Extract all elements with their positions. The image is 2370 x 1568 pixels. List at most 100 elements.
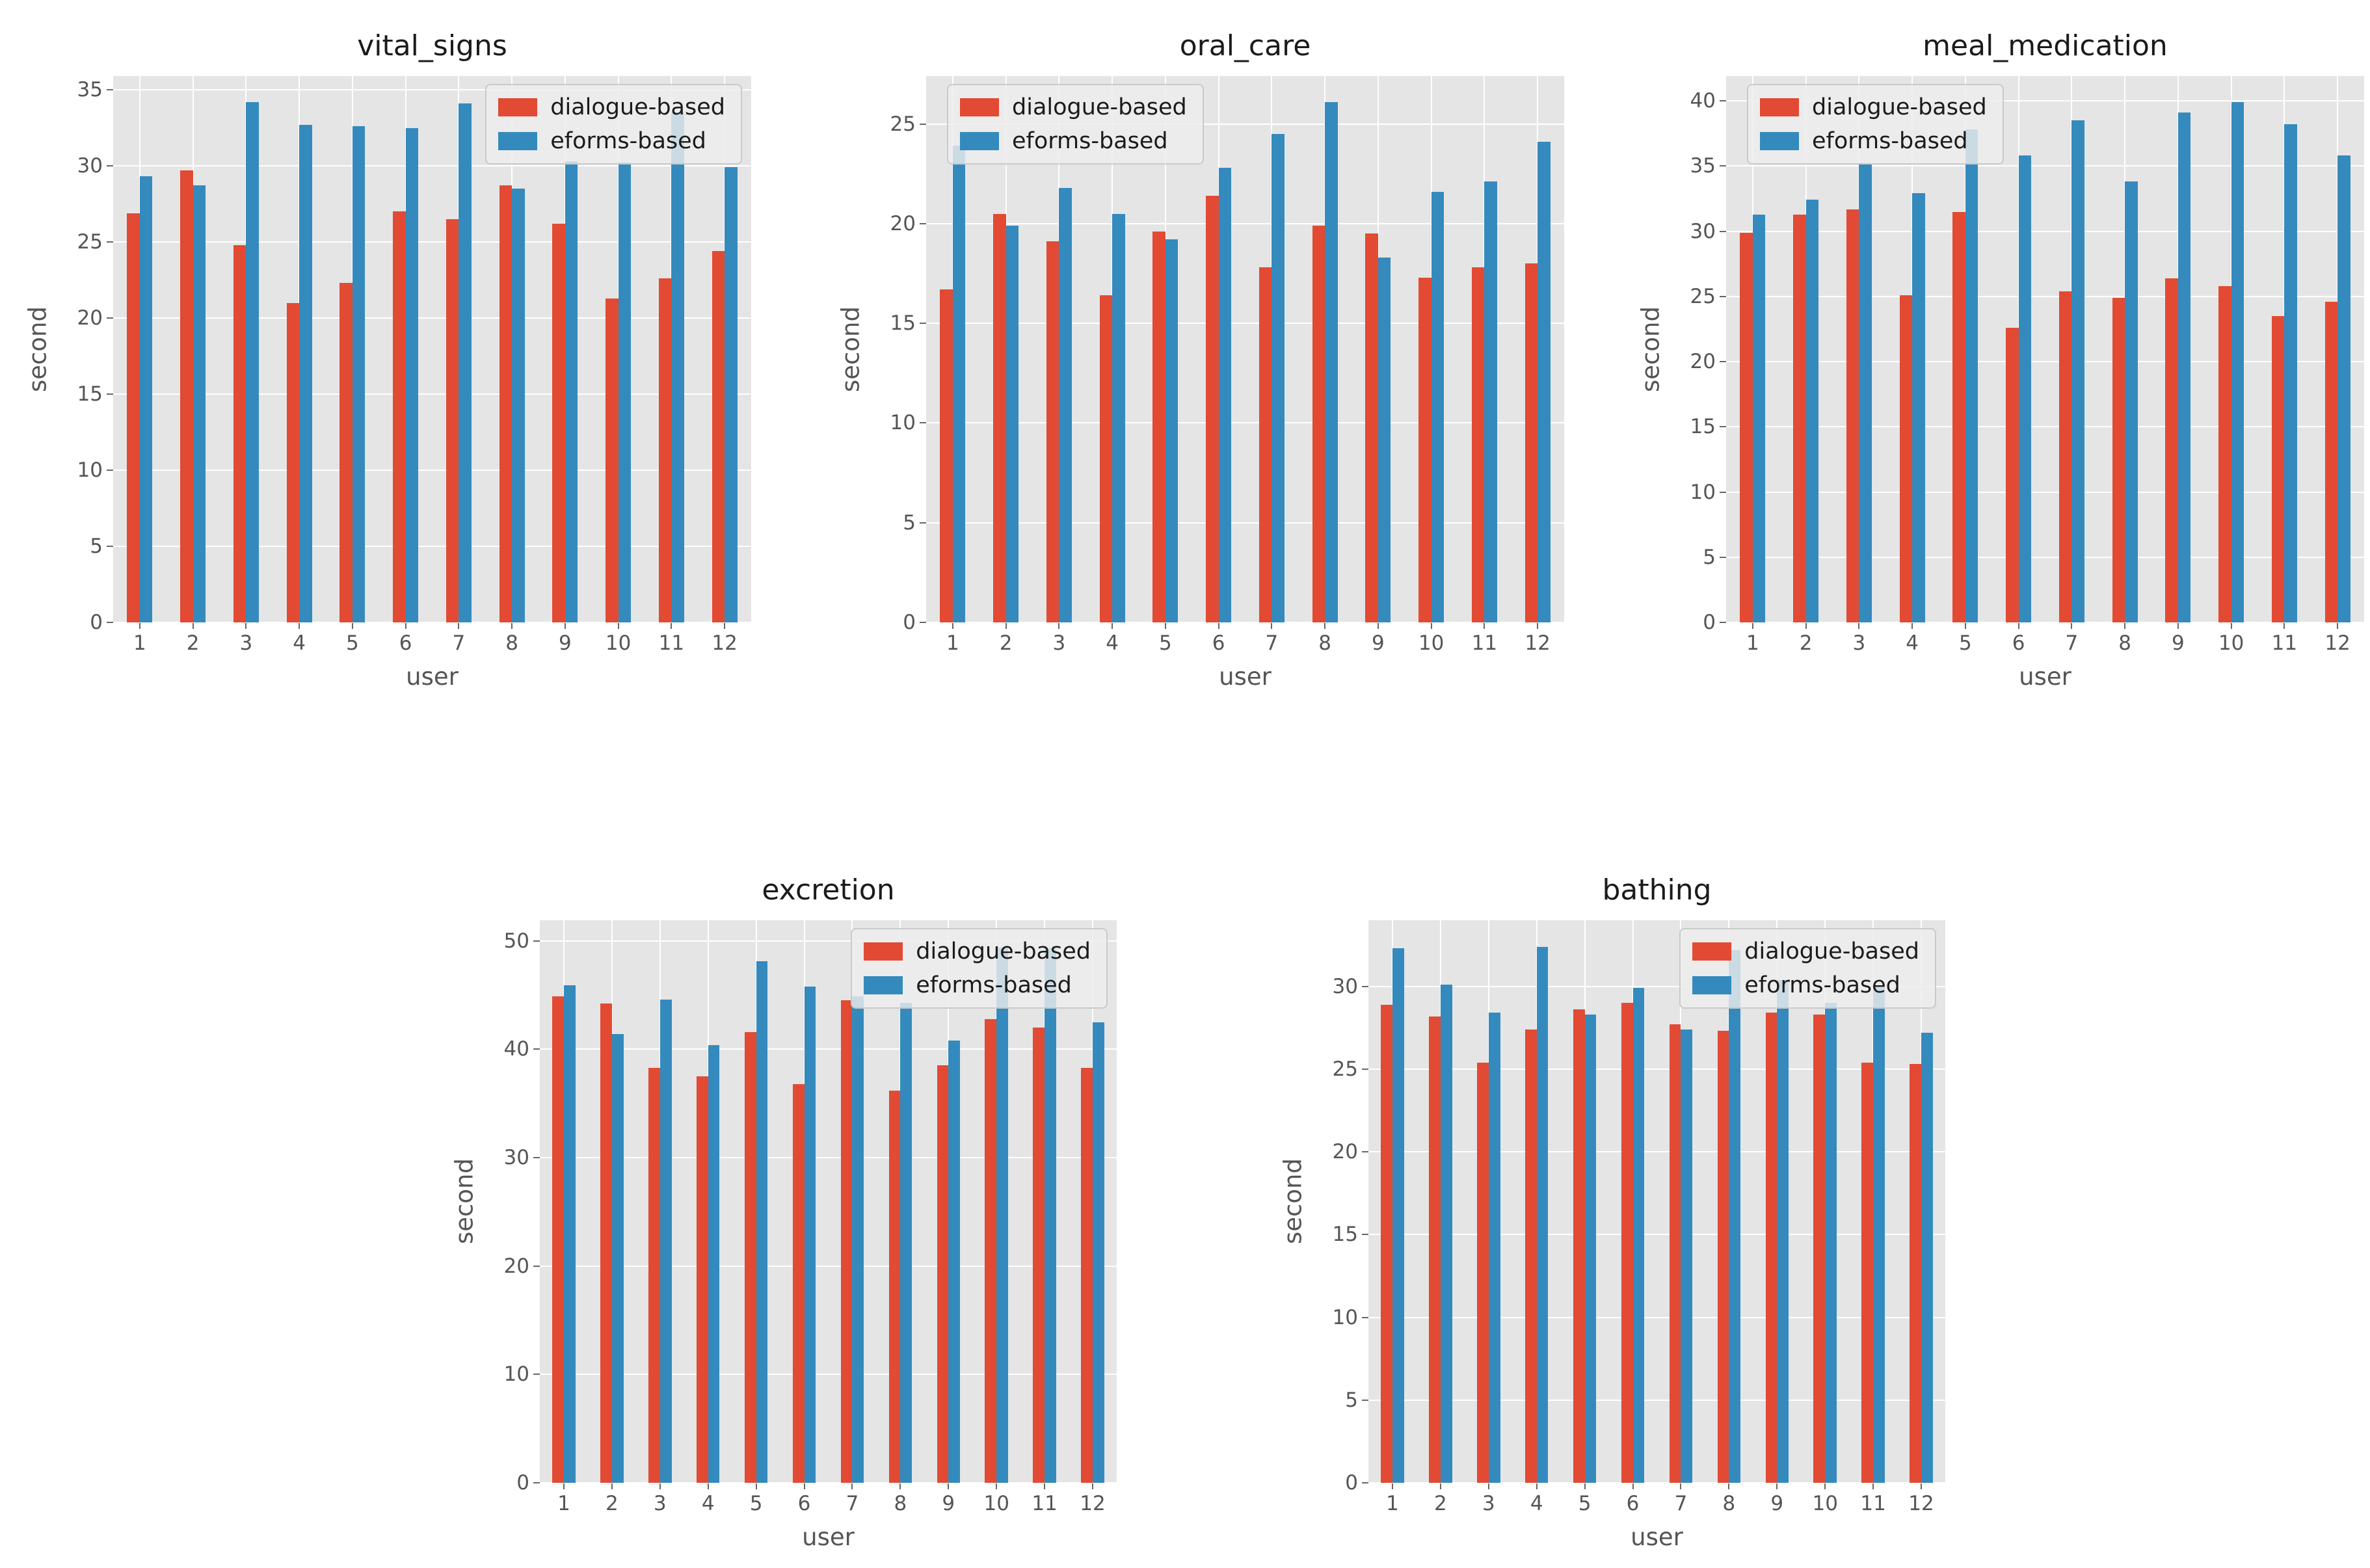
bar-eforms-based — [2125, 181, 2138, 622]
bar-eforms-based — [405, 127, 419, 622]
x-tick-mark — [1537, 622, 1539, 629]
bar-eforms-based — [1378, 257, 1391, 622]
x-tick-label: 6 — [797, 1492, 811, 1515]
gridline-horizontal — [1726, 426, 2364, 428]
legend-swatch-dialogue-based — [1760, 98, 1799, 116]
x-tick-label: 10 — [1418, 631, 1445, 655]
bar-eforms-based — [756, 961, 768, 1483]
x-tick-label: 5 — [1578, 1492, 1591, 1515]
x-tick-label: 4 — [1906, 631, 1919, 655]
legend-row: dialogue-based — [1760, 94, 1987, 120]
bar-eforms-based — [1536, 946, 1549, 1483]
y-tick-label: 40 — [1690, 89, 1716, 113]
legend-label: dialogue-based — [1012, 94, 1187, 120]
bar-dialogue-based — [1418, 277, 1431, 622]
x-tick-label: 7 — [452, 631, 466, 655]
y-tick-mark — [107, 470, 113, 472]
x-tick-mark — [351, 622, 353, 629]
bar-eforms-based — [1873, 986, 1885, 1483]
bar-eforms-based — [2231, 102, 2244, 622]
bar-eforms-based — [193, 185, 206, 622]
gridline-horizontal — [113, 165, 751, 167]
x-tick-label: 3 — [239, 631, 253, 655]
chart-bathing: bathing second user 0 5 10 15 20 25 30 1 2 3 4 5 6 7 8… — [1279, 873, 1945, 1551]
gridline-horizontal — [113, 89, 751, 91]
bar-dialogue-based — [233, 245, 246, 622]
gridline-horizontal — [1368, 1234, 1945, 1236]
legend: dialogue-based eforms-based — [851, 928, 1108, 1009]
bar-dialogue-based — [1206, 195, 1219, 622]
y-tick-mark — [1362, 1399, 1368, 1401]
x-tick-label: 2 — [999, 631, 1013, 655]
bar-dialogue-based — [2324, 301, 2338, 622]
gridline-horizontal — [1368, 1151, 1945, 1153]
bar-dialogue-based — [1471, 267, 1485, 622]
bar-eforms-based — [246, 101, 259, 622]
y-tick-label: 30 — [1332, 974, 1358, 998]
x-tick-label: 3 — [1052, 631, 1066, 655]
x-tick-mark — [671, 622, 672, 629]
bar-dialogue-based — [1033, 1028, 1045, 1483]
x-tick-mark — [1536, 1483, 1538, 1489]
gridline-horizontal — [1368, 1316, 1945, 1318]
bar-dialogue-based — [2165, 278, 2178, 622]
bar-dialogue-based — [1099, 295, 1113, 622]
x-tick-mark — [1680, 1483, 1682, 1489]
x-axis-label: user — [406, 663, 459, 691]
x-tick-label: 1 — [557, 1492, 570, 1515]
y-tick-mark — [1362, 1151, 1368, 1153]
y-tick-mark — [533, 1048, 540, 1050]
gridline-horizontal — [926, 222, 1564, 224]
bar-dialogue-based — [1046, 241, 1059, 622]
bar-eforms-based — [1059, 187, 1072, 622]
bar-eforms-based — [299, 124, 312, 622]
y-axis-label: second — [450, 1158, 479, 1245]
x-tick-mark — [724, 622, 726, 629]
x-tick-mark — [611, 1483, 613, 1489]
legend-row: dialogue-based — [864, 938, 1091, 964]
bar-dialogue-based — [1899, 295, 1913, 622]
y-tick-mark — [1720, 556, 1726, 558]
bar-dialogue-based — [606, 298, 619, 622]
x-tick-mark — [1112, 622, 1113, 629]
bar-eforms-based — [659, 999, 672, 1483]
chart-title: bathing — [1602, 873, 1712, 907]
y-tick-label: 20 — [503, 1254, 529, 1278]
x-tick-mark — [1377, 622, 1379, 629]
x-axis-label: user — [2019, 663, 2071, 691]
gridline-horizontal — [540, 1157, 1117, 1158]
bar-eforms-based — [139, 176, 153, 622]
y-tick-mark — [1720, 426, 1726, 428]
x-tick-label: 6 — [1212, 631, 1225, 655]
gridline-horizontal — [113, 622, 751, 623]
bar-eforms-based — [725, 167, 738, 622]
x-tick-label: 8 — [1318, 631, 1331, 655]
y-tick-mark — [920, 622, 926, 623]
bar-eforms-based — [2018, 155, 2032, 622]
x-tick-mark — [659, 1483, 661, 1489]
x-tick-mark — [192, 622, 194, 629]
y-tick-label: 0 — [903, 611, 916, 634]
chart-title: meal_medication — [1923, 29, 2168, 62]
gridline-horizontal — [113, 241, 751, 243]
legend-swatch-dialogue-based — [864, 942, 903, 961]
x-tick-mark — [245, 622, 247, 629]
y-tick-mark — [533, 940, 540, 942]
x-tick-label: 10 — [2218, 631, 2244, 655]
y-axis-label: second — [1279, 1158, 1307, 1245]
y-tick-label: 20 — [1332, 1140, 1358, 1164]
gridline-horizontal — [1726, 556, 2364, 558]
bar-eforms-based — [952, 146, 966, 622]
bar-eforms-based — [512, 189, 525, 622]
x-tick-mark — [996, 1483, 998, 1489]
y-tick-mark — [107, 622, 113, 623]
bar-eforms-based — [1165, 239, 1178, 622]
y-tick-mark — [920, 422, 926, 424]
x-tick-mark — [899, 1483, 901, 1489]
gridline-horizontal — [926, 422, 1564, 424]
x-tick-mark — [1632, 1483, 1634, 1489]
bar-dialogue-based — [1793, 214, 1806, 622]
bar-dialogue-based — [2271, 315, 2285, 622]
bar-eforms-based — [563, 985, 576, 1483]
x-tick-mark — [511, 622, 513, 629]
